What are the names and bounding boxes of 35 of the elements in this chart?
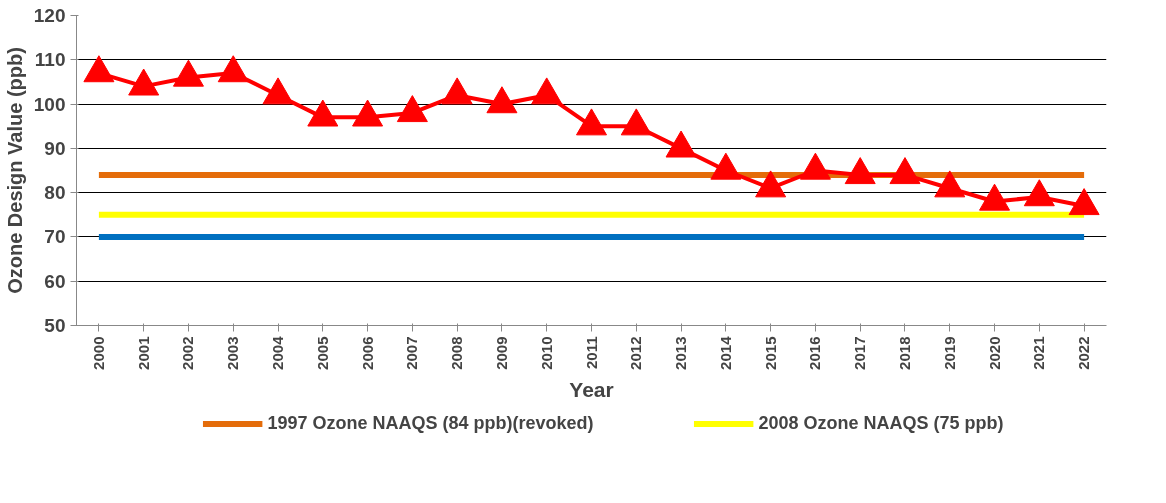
x-tick-label: 2007 <box>403 336 421 370</box>
x-tick-label: 2000 <box>89 336 107 370</box>
y-tick-label: 80 <box>44 182 66 204</box>
x-tick-label: 2006 <box>358 336 376 370</box>
x-tick-label: 2008 <box>448 336 466 370</box>
x-tick-label: 2009 <box>492 336 510 370</box>
x-tick-label: 2018 <box>895 336 913 370</box>
legend-label: 1997 Ozone NAAQS (84 ppb)(revoked) <box>267 412 594 434</box>
y-tick-label: 110 <box>34 49 66 71</box>
x-tick-label: 2002 <box>179 336 197 370</box>
x-tick-label: 2017 <box>851 336 869 370</box>
x-tick-label: 2022 <box>1075 336 1093 370</box>
x-tick-label: 2012 <box>627 336 645 370</box>
x-tick-label: 2013 <box>672 336 690 370</box>
legend-label: 2008 Ozone NAAQS (75 ppb) <box>758 412 1004 434</box>
y-tick-label: 120 <box>33 5 66 26</box>
x-tick-label: 2001 <box>134 336 152 370</box>
x-tick-label: 2011 <box>582 336 600 370</box>
x-tick-label: 2014 <box>716 335 734 370</box>
y-tick-label: 90 <box>44 137 66 159</box>
y-tick-label: 70 <box>44 226 66 248</box>
y-tick-label: 50 <box>44 315 66 336</box>
y-tick-label: 60 <box>44 270 66 292</box>
x-tick-label: 2020 <box>985 336 1003 370</box>
x-tick-label: 2010 <box>537 336 555 370</box>
y-tick-label: 100 <box>33 93 66 115</box>
x-tick-label: 2015 <box>761 336 779 370</box>
x-tick-label: 2016 <box>806 336 824 370</box>
x-tick-label: 2005 <box>313 336 331 370</box>
x-axis-title: Year <box>569 377 614 401</box>
y-axis-title: Ozone Design Value (ppb) <box>3 47 26 294</box>
x-tick-label: 2021 <box>1030 336 1048 370</box>
x-tick-label: 2019 <box>940 336 958 370</box>
x-tick-label: 2004 <box>269 335 287 370</box>
x-tick-label: 2003 <box>224 336 242 370</box>
